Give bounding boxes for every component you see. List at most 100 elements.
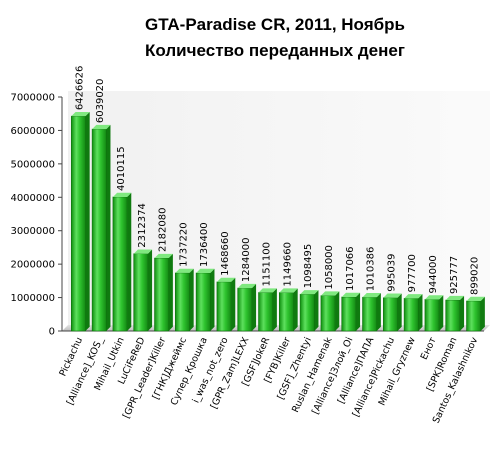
bar-front — [133, 253, 149, 332]
bar-8 — [216, 277, 236, 332]
bar-6 — [175, 268, 194, 332]
bar-value-label: 4010115 — [116, 146, 127, 191]
y-tick-label: 3000000 — [10, 226, 55, 237]
bar-value-label: 1010386 — [366, 247, 377, 292]
bar-top — [404, 294, 423, 299]
bar-value-label: 1737220 — [178, 222, 189, 267]
bar-front — [445, 299, 461, 332]
bar-value-label: 1058000 — [324, 245, 335, 290]
bar-top — [320, 291, 340, 296]
bar-front — [403, 298, 419, 332]
bar-front — [320, 295, 336, 332]
y-tick-label: 0 — [49, 327, 55, 338]
bar-18 — [424, 295, 444, 332]
bar-value-label: 2182080 — [158, 208, 169, 253]
bar-9 — [237, 283, 257, 332]
bar-value-label: 944000 — [428, 255, 439, 293]
bar-top — [237, 283, 257, 289]
bar-value-label: 1468660 — [220, 231, 231, 276]
y-tick-label: 1000000 — [10, 293, 55, 304]
bar-side — [355, 292, 361, 331]
chart-subtitle: Количество переданных денег — [145, 41, 405, 60]
bar-side — [293, 288, 298, 331]
bar-side — [127, 192, 132, 331]
bar-layer — [71, 111, 485, 332]
bar-front — [279, 292, 294, 332]
bar-value-label: 977700 — [407, 254, 418, 292]
bar-20 — [466, 296, 485, 332]
bar-side — [480, 296, 485, 331]
bar-16 — [383, 293, 402, 332]
bar-front — [299, 293, 315, 332]
bar-front — [91, 128, 107, 332]
bar-top — [71, 111, 90, 117]
bar-front — [71, 115, 86, 332]
bar-12 — [299, 290, 319, 332]
bar-value-label: 925777 — [449, 256, 460, 294]
bar-7 — [195, 268, 215, 332]
bar-front — [383, 297, 398, 332]
bar-top — [133, 249, 153, 254]
bar-top — [175, 268, 194, 273]
y-tick-label: 2000000 — [10, 260, 55, 271]
bar-front — [424, 299, 440, 332]
bar-value-label: 899020 — [470, 257, 481, 295]
bar-value-label: 6426626 — [74, 66, 85, 111]
bar-top — [445, 295, 465, 301]
bar-side — [418, 294, 423, 331]
bar-side — [335, 291, 340, 331]
plot-back-wall — [68, 91, 490, 325]
bar-top — [466, 296, 485, 301]
bar-10 — [258, 288, 277, 332]
bar-value-label: 1017066 — [345, 246, 356, 291]
bar-11 — [279, 288, 298, 332]
bar-14 — [341, 292, 361, 332]
bar-value-label: 1151100 — [262, 242, 273, 287]
bar-value-label: 1098495 — [303, 244, 314, 289]
bar-front — [341, 296, 357, 332]
bar-front — [154, 257, 169, 332]
bar-front — [258, 292, 273, 332]
bar-side — [85, 111, 90, 331]
bar-value-label: 2312374 — [137, 203, 148, 248]
bar-top — [216, 277, 236, 282]
bar-side — [106, 124, 111, 331]
bar-side — [251, 283, 257, 331]
bar-top — [383, 293, 402, 298]
y-tick-label: 7000000 — [10, 93, 55, 104]
bar-front — [362, 296, 377, 332]
x-category-label: Енот — [419, 335, 439, 361]
bar-side — [397, 293, 402, 331]
bar-top — [300, 290, 319, 295]
bar-top — [196, 268, 215, 273]
bar-3 — [112, 192, 132, 332]
bar-top — [279, 288, 298, 293]
bar-side — [459, 295, 465, 331]
bar-2 — [91, 124, 111, 332]
bar-top — [424, 295, 444, 300]
bar-4 — [133, 249, 153, 332]
bar-side — [189, 268, 194, 331]
bar-top — [112, 192, 132, 197]
bar-top — [92, 124, 111, 130]
bar-front — [175, 272, 190, 332]
bar-top — [154, 253, 173, 259]
bar-value-label: 995039 — [386, 254, 397, 292]
bar-side — [376, 293, 381, 331]
bar-side — [272, 288, 277, 331]
bar-side — [439, 295, 444, 331]
bar-side — [210, 268, 215, 331]
y-tick-label: 4000000 — [10, 193, 55, 204]
bar-13 — [320, 291, 340, 332]
bar-side — [147, 249, 153, 331]
bar-value-label: 6039020 — [95, 79, 106, 124]
bar-front — [237, 287, 253, 332]
bar-front — [466, 300, 481, 332]
bar-15 — [362, 293, 381, 332]
bar-side — [231, 277, 236, 331]
bar-front — [216, 281, 232, 332]
bar-top — [258, 288, 277, 293]
y-tick-label: 6000000 — [10, 126, 55, 137]
bar-top — [362, 293, 381, 298]
